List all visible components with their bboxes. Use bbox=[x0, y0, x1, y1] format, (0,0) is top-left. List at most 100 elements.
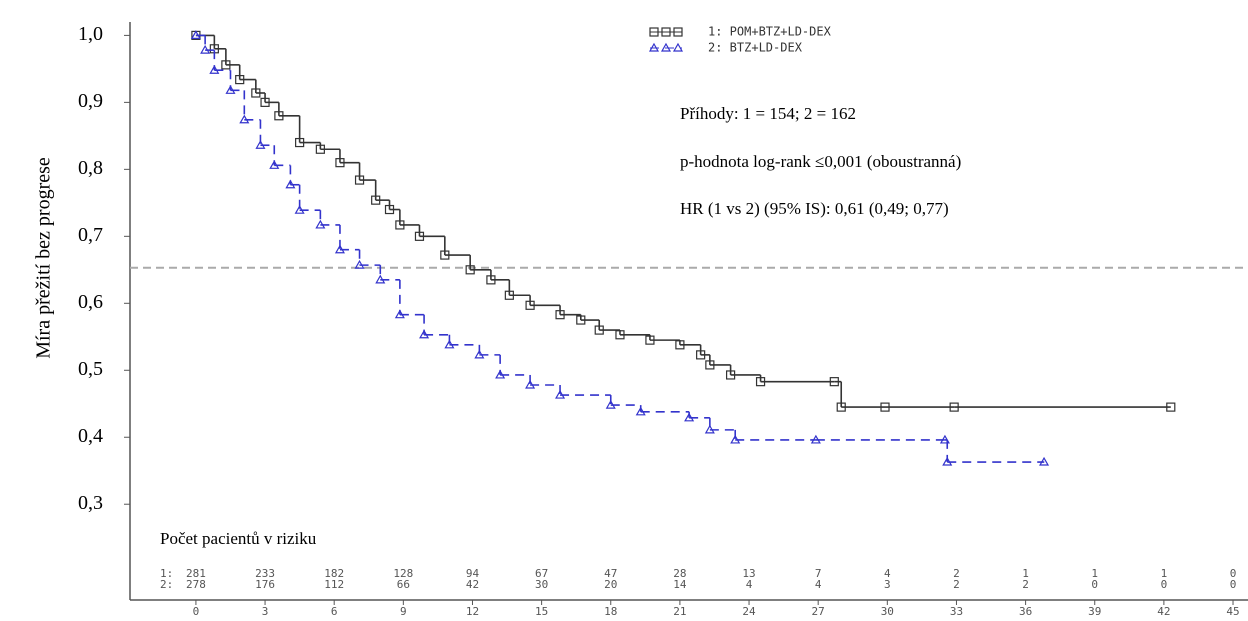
risk-count: 1 bbox=[1091, 567, 1098, 580]
x-tick-label: 36 bbox=[1019, 605, 1032, 618]
risk-count: 2 bbox=[953, 567, 960, 580]
censor-marker bbox=[730, 434, 741, 444]
risk-count: 3 bbox=[884, 578, 891, 591]
risk-count: 14 bbox=[673, 578, 687, 591]
censor-marker bbox=[605, 399, 616, 409]
x-tick-label: 24 bbox=[742, 605, 756, 618]
censor-marker bbox=[239, 114, 250, 124]
censor-marker bbox=[504, 290, 514, 300]
censor-marker bbox=[949, 402, 959, 412]
censor-marker bbox=[200, 44, 211, 54]
x-tick-label: 30 bbox=[881, 605, 894, 618]
censor-marker bbox=[1039, 456, 1050, 466]
risk-count: 1 bbox=[1022, 567, 1029, 580]
y-tick-label: 0,6 bbox=[78, 291, 103, 313]
y-tick-label: 0,8 bbox=[78, 157, 103, 179]
risk-count: 42 bbox=[466, 578, 479, 591]
censor-marker bbox=[829, 377, 839, 387]
censor-marker bbox=[419, 329, 430, 339]
risk-count: 182 bbox=[324, 567, 344, 580]
risk-count: 4 bbox=[884, 567, 891, 580]
censor-marker bbox=[394, 309, 405, 319]
risk-row-label: 2: bbox=[160, 578, 173, 591]
legend-label: 2: BTZ+LD-DEX bbox=[708, 41, 803, 55]
censor-marker bbox=[836, 402, 846, 412]
censor-marker bbox=[221, 60, 231, 70]
censor-marker bbox=[334, 244, 345, 254]
risk-count: 67 bbox=[535, 567, 548, 580]
y-axis-label: Míra přežití bez progrese bbox=[33, 157, 55, 359]
risk-count: 281 bbox=[186, 567, 206, 580]
censor-marker bbox=[294, 204, 305, 214]
risk-count: 2 bbox=[1022, 578, 1029, 591]
annotation: HR (1 vs 2) (95% IS): 0,61 (0,49; 0,77) bbox=[680, 199, 949, 218]
censor-marker bbox=[209, 65, 220, 74]
censor-marker bbox=[375, 274, 386, 284]
censor-marker bbox=[285, 179, 296, 189]
y-tick-label: 0,9 bbox=[78, 90, 103, 112]
risk-count: 94 bbox=[466, 567, 480, 580]
censor-marker bbox=[645, 335, 655, 345]
censor-marker bbox=[486, 275, 496, 285]
censor-marker bbox=[235, 74, 245, 85]
censor-marker bbox=[315, 219, 326, 229]
risk-count: 233 bbox=[255, 567, 275, 580]
risk-row-label: 1: bbox=[160, 567, 173, 580]
risk-count: 7 bbox=[815, 567, 822, 580]
censor-marker bbox=[525, 300, 535, 310]
risk-count: 66 bbox=[397, 578, 410, 591]
censor-marker bbox=[269, 160, 280, 169]
risk-count: 30 bbox=[535, 578, 548, 591]
y-tick-label: 0,3 bbox=[78, 492, 103, 514]
censor-marker bbox=[755, 377, 766, 387]
censor-marker bbox=[705, 360, 715, 370]
censor-marker bbox=[555, 389, 566, 399]
censor-marker bbox=[335, 158, 345, 168]
risk-count: 20 bbox=[604, 578, 617, 591]
censor-marker bbox=[354, 175, 365, 185]
risk-count: 28 bbox=[673, 567, 686, 580]
x-tick-label: 42 bbox=[1157, 605, 1170, 618]
censor-marker bbox=[675, 340, 685, 350]
risk-count: 176 bbox=[255, 578, 275, 591]
y-tick-label: 0,4 bbox=[78, 425, 103, 447]
censor-marker bbox=[251, 88, 261, 98]
x-tick-label: 33 bbox=[950, 605, 963, 618]
censor-marker bbox=[354, 259, 365, 269]
x-tick-label: 18 bbox=[604, 605, 617, 618]
censor-marker bbox=[704, 424, 715, 434]
risk-count: 4 bbox=[746, 578, 753, 591]
censor-marker bbox=[594, 325, 604, 335]
censor-marker bbox=[1166, 402, 1176, 412]
censor-marker bbox=[880, 402, 890, 412]
risk-count: 0 bbox=[1230, 567, 1237, 580]
x-tick-label: 12 bbox=[466, 605, 479, 618]
x-tick-label: 9 bbox=[400, 605, 407, 618]
censor-marker bbox=[942, 456, 953, 466]
censor-marker bbox=[684, 412, 695, 422]
censor-marker bbox=[440, 250, 450, 260]
risk-count: 1 bbox=[1161, 567, 1168, 580]
x-tick-label: 21 bbox=[673, 605, 686, 618]
censor-marker bbox=[274, 111, 284, 121]
x-tick-label: 3 bbox=[262, 605, 269, 618]
risk-count: 2 bbox=[953, 578, 960, 591]
censor-marker bbox=[696, 350, 706, 360]
censor-marker bbox=[576, 315, 586, 325]
risk-count: 47 bbox=[604, 567, 617, 580]
censor-marker bbox=[810, 434, 821, 444]
risk-count: 112 bbox=[324, 578, 344, 591]
y-tick-label: 0,5 bbox=[78, 358, 103, 380]
x-tick-label: 6 bbox=[331, 605, 338, 618]
x-tick-label: 15 bbox=[535, 605, 548, 618]
risk-count: 0 bbox=[1230, 578, 1237, 591]
censor-marker bbox=[414, 231, 425, 241]
censor-marker bbox=[495, 369, 506, 379]
risk-count: 278 bbox=[186, 578, 206, 591]
censor-marker bbox=[395, 220, 405, 230]
censor-marker bbox=[260, 97, 270, 107]
censor-marker bbox=[225, 85, 236, 94]
risk-count: 4 bbox=[815, 578, 822, 591]
